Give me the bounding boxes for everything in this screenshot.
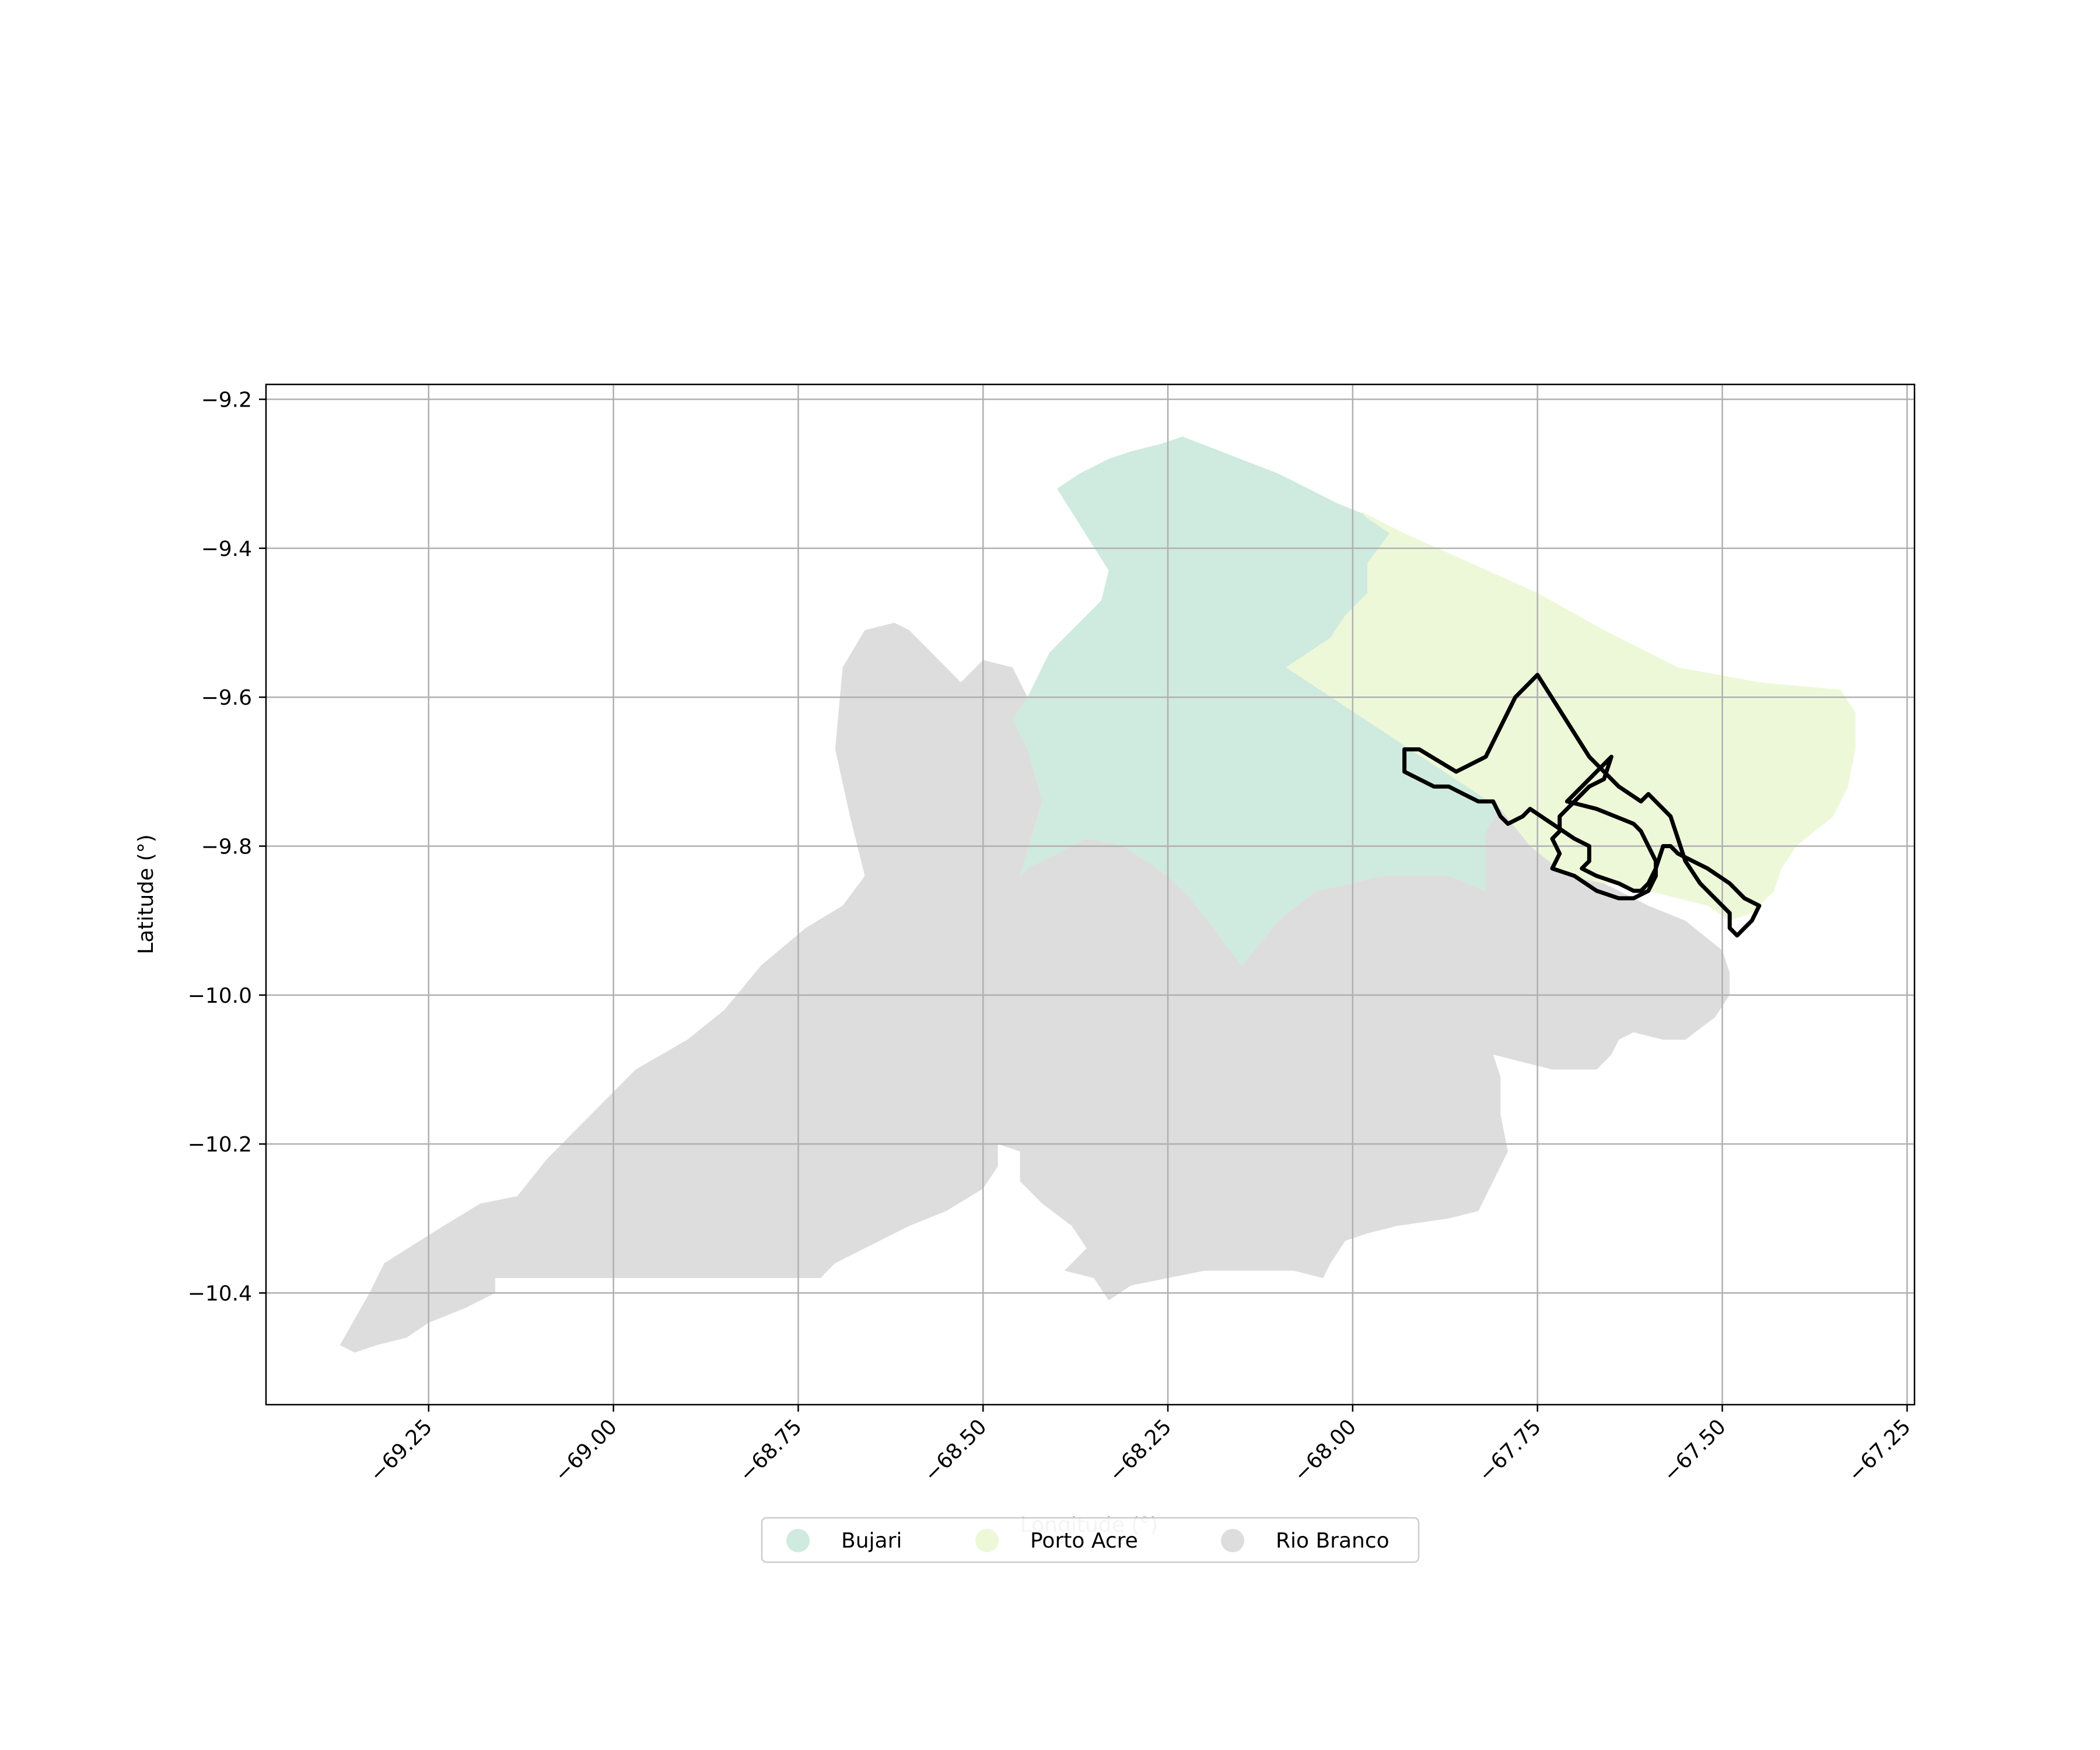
y-axis-label: Latitude (°) [134, 834, 158, 954]
outline-layer [1402, 673, 1762, 938]
y-tick-label: −9.8 [201, 835, 252, 859]
legend-label-porto-acre: Porto Acre [1030, 1529, 1138, 1553]
regions-layer [340, 436, 1856, 1353]
boundary-outline [1550, 754, 1658, 901]
region-rio-branco [340, 622, 1730, 1353]
legend-swatch-porto-acre [975, 1529, 999, 1552]
grid-layer [266, 384, 1915, 1405]
legend-swatch-bujari [786, 1529, 810, 1552]
legend-swatch-rio-branco [1221, 1529, 1244, 1552]
y-tick-label: −10.4 [188, 1282, 252, 1306]
legend-box [761, 1517, 1420, 1563]
y-tick-label: −9.4 [201, 537, 252, 561]
legend-label-bujari: Bujari [841, 1529, 902, 1553]
legend: Bujari Porto Acre Rio Branco [761, 1517, 1420, 1563]
y-tick-label: −10.2 [188, 1133, 252, 1157]
y-tick-label: −9.2 [201, 388, 252, 412]
region-bujari [1012, 436, 1501, 965]
legend-label-rio-branco: Rio Branco [1276, 1529, 1390, 1553]
region-porto-acre [1286, 511, 1856, 921]
y-tick-label: −10.0 [188, 984, 252, 1008]
plot-frame [265, 383, 1916, 1406]
y-tick-label: −9.6 [201, 686, 252, 710]
boundary-outline [1402, 673, 1762, 938]
